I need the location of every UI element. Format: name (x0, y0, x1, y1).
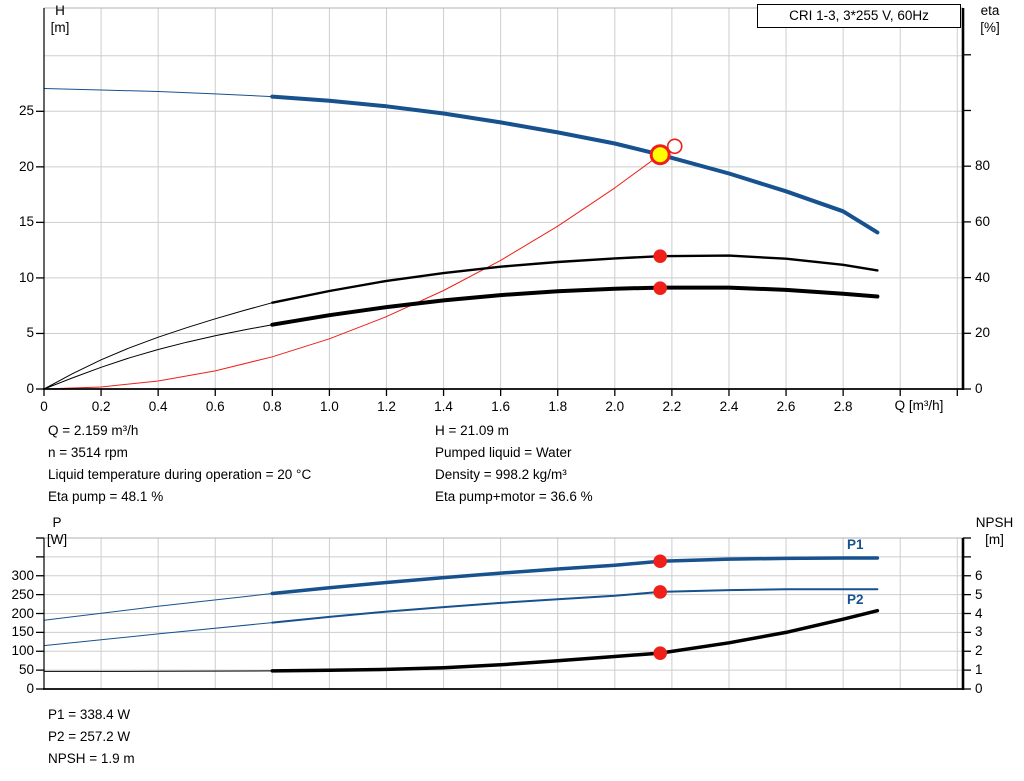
p1-duty-dot (653, 554, 667, 569)
npsh-duty-dot (653, 646, 667, 660)
left-axis-tick-label: 250 (11, 586, 34, 602)
system-curve (43, 154, 661, 390)
readout-p2: P2 = 257.2 W (48, 729, 131, 744)
readout-pumped-liquid: Pumped liquid = Water (435, 445, 572, 460)
left-axis-tick-label: 50 (18, 662, 34, 678)
pump-curve-low-flow (43, 88, 273, 98)
eta-pump (271, 254, 879, 304)
requested-duty-point (666, 138, 683, 155)
x-axis-tick-label: 2.6 (776, 399, 796, 414)
right-axis-tick-label: 6 (975, 567, 983, 583)
duty-point[interactable] (649, 144, 671, 166)
right-axis-tick-label: 3 (975, 624, 983, 640)
right-axis-tick-label: 60 (975, 213, 991, 229)
p2-duty-dot (653, 585, 667, 599)
left-axis-tick-label: 5 (26, 325, 34, 341)
x-axis-tick-label: 1.0 (320, 399, 339, 414)
right-axis-tick-label: 20 (975, 325, 991, 341)
q-axis-label: Q [m³/h] (894, 398, 944, 413)
left-axis-tick-label: 200 (11, 605, 34, 621)
pump-title-box: CRI 1-3, 3*255 V, 60Hz (757, 4, 961, 28)
npsh-axis-unit: [m] (985, 532, 1004, 547)
x-axis-tick-label: 0.6 (205, 399, 225, 414)
eta-axis-label: eta (980, 3, 1000, 18)
right-axis-tick-label: 0 (975, 381, 983, 396)
readout-p1: P1 = 338.4 W (48, 707, 131, 722)
pump-curve (270, 94, 880, 235)
x-axis-tick-label: 0 (40, 399, 48, 414)
readout-liquid-temp: Liquid temperature during operation = 20… (48, 467, 312, 482)
left-axis-tick-label: 20 (18, 158, 34, 174)
eta-axis-unit: [%] (980, 20, 1000, 35)
eta-pump-motor-duty-dot (653, 281, 667, 295)
p-axis-unit: [W] (46, 532, 68, 547)
left-axis-tick-label: 150 (11, 624, 34, 640)
x-axis-tick-label: 2.2 (662, 399, 682, 414)
x-axis-tick-label: 2.8 (833, 399, 853, 414)
eta-pump-motor-low-flow (43, 324, 273, 390)
left-axis-tick-label: 15 (18, 214, 34, 230)
right-axis-tick-label: 4 (975, 605, 983, 621)
p2-low-flow (43, 622, 273, 647)
right-axis-tick-label: 40 (975, 269, 991, 285)
readout-density: Density = 998.2 kg/m³ (435, 467, 567, 482)
npsh-low-flow (43, 670, 273, 672)
x-axis-tick-label: 2.0 (605, 399, 625, 414)
p1-low-flow (43, 593, 273, 621)
readout-eta-pump: Eta pump = 48.1 % (48, 489, 164, 504)
readout-eta-pump-motor: Eta pump+motor = 36.6 % (435, 489, 593, 504)
right-axis-tick-label: 1 (975, 662, 983, 678)
readout-speed: n = 3514 rpm (48, 445, 128, 460)
readout-head: H = 21.09 m (435, 423, 509, 438)
h-axis-unit: [m] (50, 20, 70, 35)
x-axis-tick-label: 0.4 (148, 399, 168, 414)
eta-pump-low-flow (43, 302, 273, 390)
x-axis-tick-label: 1.6 (491, 399, 511, 414)
left-axis-tick-label: 0 (26, 681, 34, 696)
readout-flow: Q = 2.159 m³/h (48, 423, 139, 438)
right-axis-tick-label: 2 (975, 643, 983, 659)
p-axis-label: P (52, 515, 62, 530)
left-axis-tick-label: 25 (18, 103, 34, 119)
x-axis-tick-label: 1.8 (548, 399, 568, 414)
left-axis-tick-label: 0 (26, 381, 34, 396)
npsh-curve (270, 608, 880, 673)
right-axis-tick-label: 0 (975, 681, 983, 696)
x-axis-tick-label: 0.8 (262, 399, 282, 414)
x-axis-tick-label: 0.2 (91, 399, 111, 414)
p2-curve-label: P2 (847, 592, 864, 607)
h-axis-label: H (55, 3, 65, 18)
left-axis-tick-label: 300 (11, 567, 34, 583)
x-axis-tick-label: 2.4 (719, 399, 739, 414)
npsh-axis-label: NPSH (975, 515, 1014, 530)
eta-pump-motor (270, 285, 880, 327)
x-axis-tick-label: 1.4 (434, 399, 453, 414)
eta-pump-duty-dot (653, 249, 667, 263)
right-axis-tick-label: 80 (975, 158, 991, 174)
readout-npsh: NPSH = 1.9 m (48, 751, 135, 766)
left-axis-tick-label: 100 (11, 643, 34, 659)
right-axis-tick-label: 5 (975, 586, 983, 602)
left-axis-tick-label: 10 (18, 269, 34, 285)
p1-curve-label: P1 (847, 537, 864, 552)
p1-curve (270, 556, 880, 596)
x-axis-tick-label: 1.2 (377, 399, 396, 414)
p2-curve (271, 588, 879, 624)
